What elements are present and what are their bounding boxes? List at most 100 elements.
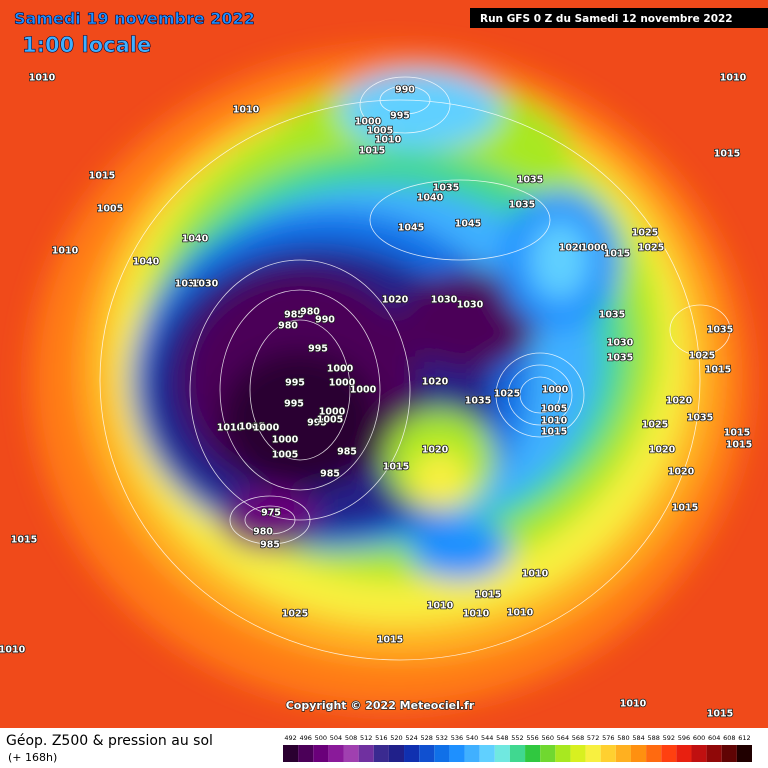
scale-swatch bbox=[434, 745, 450, 762]
scale-swatch bbox=[646, 745, 662, 762]
scale-swatch bbox=[691, 745, 707, 762]
scale-label: 600 bbox=[693, 734, 705, 742]
scale-swatch bbox=[328, 745, 344, 762]
isobar-label: 1000 bbox=[329, 378, 356, 389]
scale-label: 496 bbox=[299, 734, 311, 742]
isobar-label: 1045 bbox=[398, 223, 424, 234]
isobar-label: 1020 bbox=[559, 243, 586, 254]
isobar-label: 1010 bbox=[375, 135, 402, 146]
scale-label: 560 bbox=[542, 734, 554, 742]
scale-label: 604 bbox=[708, 734, 720, 742]
scale-label: 576 bbox=[602, 734, 614, 742]
isobar-label: 985 bbox=[320, 469, 340, 480]
isobar-label: 1015 bbox=[359, 146, 385, 157]
isobar-label: 1015 bbox=[672, 503, 698, 514]
isobar-label: 1005 bbox=[367, 126, 393, 137]
isobar-label: 1035 bbox=[607, 353, 633, 364]
scale-label: 556 bbox=[526, 734, 538, 742]
scale-label: 548 bbox=[496, 734, 508, 742]
scale-swatch bbox=[479, 745, 495, 762]
scale-swatch bbox=[555, 745, 571, 762]
isobar-label: 1025 bbox=[638, 243, 664, 254]
scale-label: 520 bbox=[390, 734, 402, 742]
isobar-label: 1030 bbox=[431, 295, 458, 306]
isobar-label: 1000 bbox=[581, 243, 608, 254]
scale-swatch bbox=[706, 745, 722, 762]
isobar-label: 1015 bbox=[724, 428, 750, 439]
isobar-label: 990 bbox=[395, 85, 415, 96]
isobar-label: 1005 bbox=[272, 450, 298, 461]
scale-swatch bbox=[404, 745, 420, 762]
isobar-label: 975 bbox=[261, 508, 281, 519]
isobar-label: 1035 bbox=[687, 413, 713, 424]
isobar-label: 1015 bbox=[714, 149, 740, 160]
scale-swatch bbox=[585, 745, 601, 762]
isobar-label: 1010 bbox=[507, 608, 534, 619]
isobar-label: 1035 bbox=[707, 325, 733, 336]
scale-label: 528 bbox=[421, 734, 433, 742]
isobar-label: 1010 bbox=[463, 609, 490, 620]
isobar-label: 1015 bbox=[726, 440, 752, 451]
scale-swatch bbox=[525, 745, 541, 762]
isobar-label: 980 bbox=[278, 321, 298, 332]
scale-swatch bbox=[540, 745, 556, 762]
scale-swatch bbox=[298, 745, 314, 762]
isobar-label: 995 bbox=[284, 399, 304, 410]
footer-title: Géop. Z500 & pression au sol bbox=[6, 733, 213, 749]
isobar-label: 995 bbox=[308, 344, 328, 355]
isobar-label: 1040 bbox=[417, 193, 444, 204]
date: Samedi 19 novembre 2022 bbox=[14, 9, 255, 28]
scale-swatch bbox=[419, 745, 435, 762]
isobar-label: 995 bbox=[307, 418, 327, 429]
isobar-label: 1020 bbox=[649, 445, 676, 456]
isobar-label: 1020 bbox=[668, 467, 695, 478]
scale-swatch bbox=[343, 745, 359, 762]
scale-label: 608 bbox=[723, 734, 735, 742]
scale-swatch bbox=[494, 745, 510, 762]
isobar-label: 1015 bbox=[705, 365, 731, 376]
isobar-label: 995 bbox=[390, 111, 410, 122]
isobar-label: 1015 bbox=[707, 709, 733, 720]
isobar-label: 1010 bbox=[233, 105, 260, 116]
isobar-label: 1020 bbox=[422, 377, 449, 388]
isobar-label: 1015 bbox=[11, 535, 37, 546]
isobar-label: 1030 bbox=[457, 300, 484, 311]
scale-swatch bbox=[388, 745, 405, 762]
isobar-label: 1010 bbox=[522, 569, 549, 580]
isobar-label: 1025 bbox=[689, 351, 715, 362]
isobar-label: 985 bbox=[337, 447, 357, 458]
scale-swatch bbox=[676, 745, 692, 762]
isobar-label: 990 bbox=[315, 315, 335, 326]
copyright: Copyright © 2022 Meteociel.fr bbox=[286, 699, 475, 712]
isobar-label: 985 bbox=[284, 310, 304, 321]
scale-swatch bbox=[449, 745, 465, 762]
isobar-label: 1020 bbox=[666, 396, 693, 407]
isobar-label: 1000 bbox=[542, 385, 569, 396]
isobar-label: 1000 bbox=[355, 117, 382, 128]
isobar-label: 1005 bbox=[97, 204, 123, 215]
isobar-label: 1015 bbox=[475, 590, 501, 601]
isobar-label: 1025 bbox=[282, 609, 308, 620]
isobar-label: 1040 bbox=[182, 234, 209, 245]
scale-label: 568 bbox=[572, 734, 584, 742]
isobar-label: 1005 bbox=[541, 404, 567, 415]
isobar-label: 1035 bbox=[517, 175, 543, 186]
color-scale: 492 496 500 504 508 512 516 520 524 528 532 536 540 5… bbox=[283, 734, 752, 762]
scale-label: 612 bbox=[738, 734, 750, 742]
scale-label: 572 bbox=[587, 734, 599, 742]
scale-swatch bbox=[661, 745, 677, 762]
isobar-label: 1030 bbox=[192, 279, 219, 290]
scale-swatch bbox=[736, 745, 752, 762]
scale-swatch bbox=[570, 745, 586, 762]
isobar-label: 1040 bbox=[133, 257, 160, 268]
isobar-label: 1035 bbox=[175, 279, 201, 290]
isobar-label: 1005 bbox=[317, 415, 343, 426]
isobar-label: 1015 bbox=[604, 249, 630, 260]
time: 1:00 locale bbox=[22, 33, 151, 57]
scale-swatch bbox=[313, 745, 329, 762]
scale-label: 508 bbox=[345, 734, 357, 742]
scale-swatch bbox=[615, 745, 631, 762]
isobar-label: 1025 bbox=[642, 420, 668, 431]
isobar-label: 980 bbox=[253, 527, 273, 538]
